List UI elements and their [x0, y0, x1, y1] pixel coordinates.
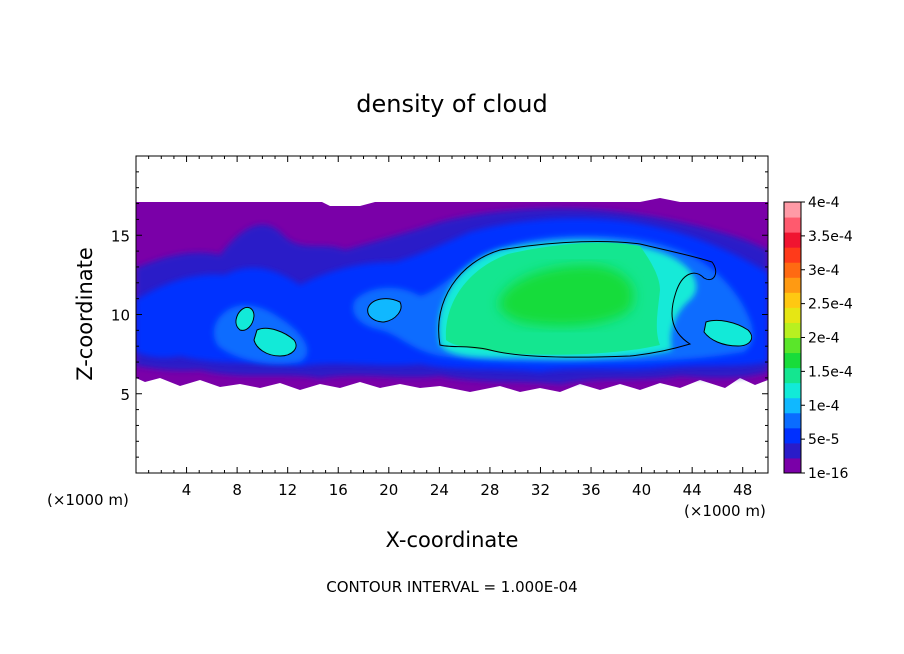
colorbar-swatch	[784, 217, 801, 233]
x-tick-label: 32	[531, 481, 550, 499]
x-tick-label: 36	[581, 481, 600, 499]
contour-core	[438, 241, 717, 358]
chart-title: density of cloud	[356, 90, 547, 118]
colorbar-label: 3e-4	[808, 263, 840, 279]
colorbar-label: 3.5e-4	[808, 229, 853, 245]
layer-1-2e-4-mid	[367, 298, 402, 322]
x-tick-label: 28	[480, 481, 499, 499]
colorbar-swatch	[784, 292, 801, 308]
colorbar-swatch	[784, 352, 801, 369]
x-tick-label: 12	[278, 481, 297, 499]
colorbar-label: 4e-4	[808, 195, 840, 211]
cloud-density-field	[136, 198, 768, 392]
colorbar-swatch	[784, 322, 801, 338]
colorbar-swatch	[784, 442, 801, 459]
x-tick-label: 16	[329, 481, 348, 499]
contour-right	[703, 319, 753, 347]
x-axis-label: X-coordinate	[386, 528, 519, 552]
colorbar-swatch	[784, 382, 801, 399]
x-tick-label: 20	[379, 481, 398, 499]
y-axis: 5 10 15	[111, 171, 768, 458]
y-tick-label: 10	[111, 307, 130, 325]
colorbar-label: 5e-5	[808, 432, 839, 448]
layer-1-5e-4-small	[235, 307, 254, 331]
colorbar-swatch	[784, 247, 801, 263]
colorbar-label: 2e-4	[808, 331, 840, 347]
colorbar-swatch	[784, 277, 801, 293]
colorbar-swatch	[784, 367, 801, 384]
contour-left-small	[235, 307, 255, 331]
colorbar-label: 1e-16	[808, 466, 848, 482]
colorbar-swatch	[784, 262, 801, 278]
x-tick-label: 40	[632, 481, 651, 499]
core-bright	[498, 265, 634, 326]
x-tick-label: 24	[430, 481, 449, 499]
colorbar-label: 1e-4	[808, 398, 840, 414]
colorbar-swatch	[784, 412, 801, 429]
colorbar-swatch	[784, 307, 801, 323]
contour-interval-note: CONTOUR INTERVAL = 1.000E-04	[326, 578, 577, 596]
colorbar-swatch	[784, 202, 801, 218]
colorbar-swatch	[784, 232, 801, 248]
x-axis: 4 8 12 16 20 24 28 32 36 40 44 48	[148, 156, 756, 499]
y-axis-label: Z-coordinate	[73, 247, 97, 381]
colorbar-swatch	[784, 337, 801, 354]
colorbar-swatch	[784, 397, 801, 414]
colorbar-label: 1.5e-4	[808, 364, 853, 380]
x-tick-label: 4	[182, 481, 192, 499]
layer-1-5e-4-left	[254, 328, 297, 356]
colorbar-label: 2.5e-4	[808, 297, 853, 313]
contour-mid	[367, 298, 402, 323]
colorbar-swatch	[784, 457, 801, 474]
layer-1-5e-4-right	[704, 320, 752, 346]
x-unit-left: (×1000 m)	[47, 491, 129, 509]
x-tick-label: 8	[232, 481, 242, 499]
y-tick-label: 5	[120, 386, 130, 404]
y-tick-label: 15	[111, 227, 130, 245]
x-tick-label: 48	[733, 481, 752, 499]
x-tick-label: 44	[683, 481, 702, 499]
contour-left	[253, 327, 297, 357]
colorbar: 1e-16 5e-5 1e-4 1.5e-4 2e-4 2.5e-4 3e-4 3.5e-4 4…	[783, 195, 853, 482]
colorbar-swatch	[784, 427, 801, 444]
x-unit-right: (×1000 m)	[684, 502, 766, 520]
